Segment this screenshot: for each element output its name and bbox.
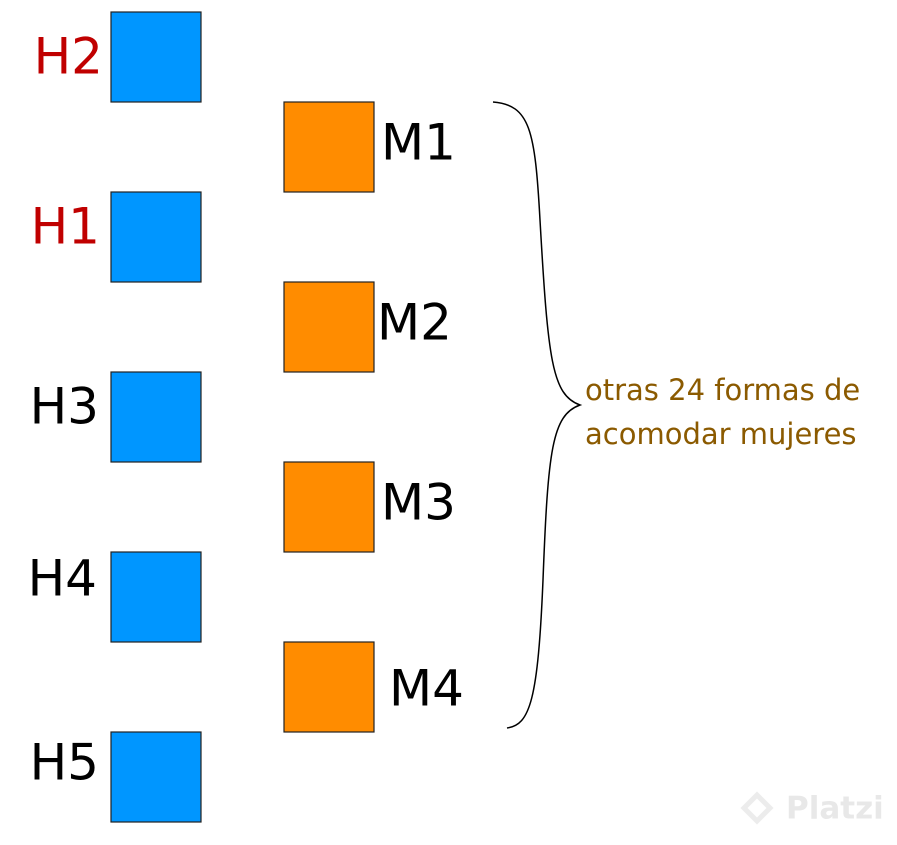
annotation-line: otras 24 formas de bbox=[585, 373, 860, 407]
woman-box bbox=[283, 461, 375, 553]
woman-label: M3 bbox=[381, 474, 456, 532]
man-box bbox=[110, 11, 202, 103]
man-label: H5 bbox=[30, 734, 99, 792]
woman-box bbox=[283, 281, 375, 373]
brace bbox=[492, 101, 583, 729]
woman-label: M1 bbox=[381, 114, 456, 172]
man-label: H3 bbox=[30, 378, 99, 436]
woman-label: M2 bbox=[377, 294, 452, 352]
man-box bbox=[110, 371, 202, 463]
watermark: Platzi bbox=[786, 791, 884, 827]
man-label: H4 bbox=[28, 550, 97, 608]
man-box bbox=[110, 731, 202, 823]
woman-label: M4 bbox=[389, 660, 464, 718]
woman-box bbox=[283, 101, 375, 193]
man-box bbox=[110, 191, 202, 283]
annotation-line: acomodar mujeres bbox=[585, 417, 857, 451]
man-box bbox=[110, 551, 202, 643]
man-label: H1 bbox=[31, 198, 100, 256]
watermark-icon bbox=[740, 791, 774, 825]
man-label: H2 bbox=[34, 28, 103, 86]
woman-box bbox=[283, 641, 375, 733]
